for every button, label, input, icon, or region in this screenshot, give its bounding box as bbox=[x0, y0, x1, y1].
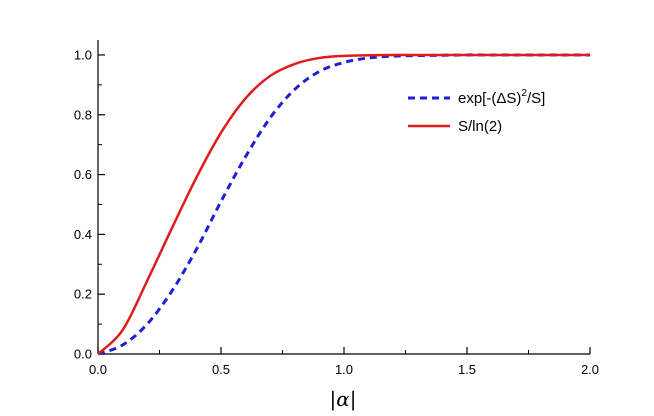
legend-label-series-2: S/ln(2) bbox=[458, 118, 502, 135]
y-tick-label: 0.4 bbox=[74, 227, 92, 242]
x-tick-label: 1.0 bbox=[335, 362, 353, 377]
series-group bbox=[97, 53, 590, 356]
y-tick-label: 1.0 bbox=[74, 47, 92, 62]
y-tick-label: 0.6 bbox=[74, 167, 92, 182]
y-tick-label: 0.0 bbox=[74, 347, 92, 362]
ticks: 0.0 0.5 1.0 1.5 2.0 0.0 0.2 0.4 0.6 0.8 1.0 bbox=[74, 47, 599, 377]
x-axis-title: |α| bbox=[330, 387, 357, 412]
x-tick-label: 2.0 bbox=[581, 362, 599, 377]
x-tick-label: 0.5 bbox=[212, 362, 230, 377]
y-tick-label: 0.2 bbox=[74, 287, 92, 302]
y-tick-label: 0.8 bbox=[74, 107, 92, 122]
legend: exp[-(ΔS)2/S] S/ln(2) bbox=[408, 88, 545, 135]
x-tick-label: 1.5 bbox=[458, 362, 476, 377]
legend-label-series-1: exp[-(ΔS)2/S] bbox=[458, 88, 545, 107]
x-tick-label: 0.0 bbox=[89, 362, 107, 377]
series-line-2 bbox=[97, 53, 590, 355]
axes bbox=[97, 40, 590, 355]
